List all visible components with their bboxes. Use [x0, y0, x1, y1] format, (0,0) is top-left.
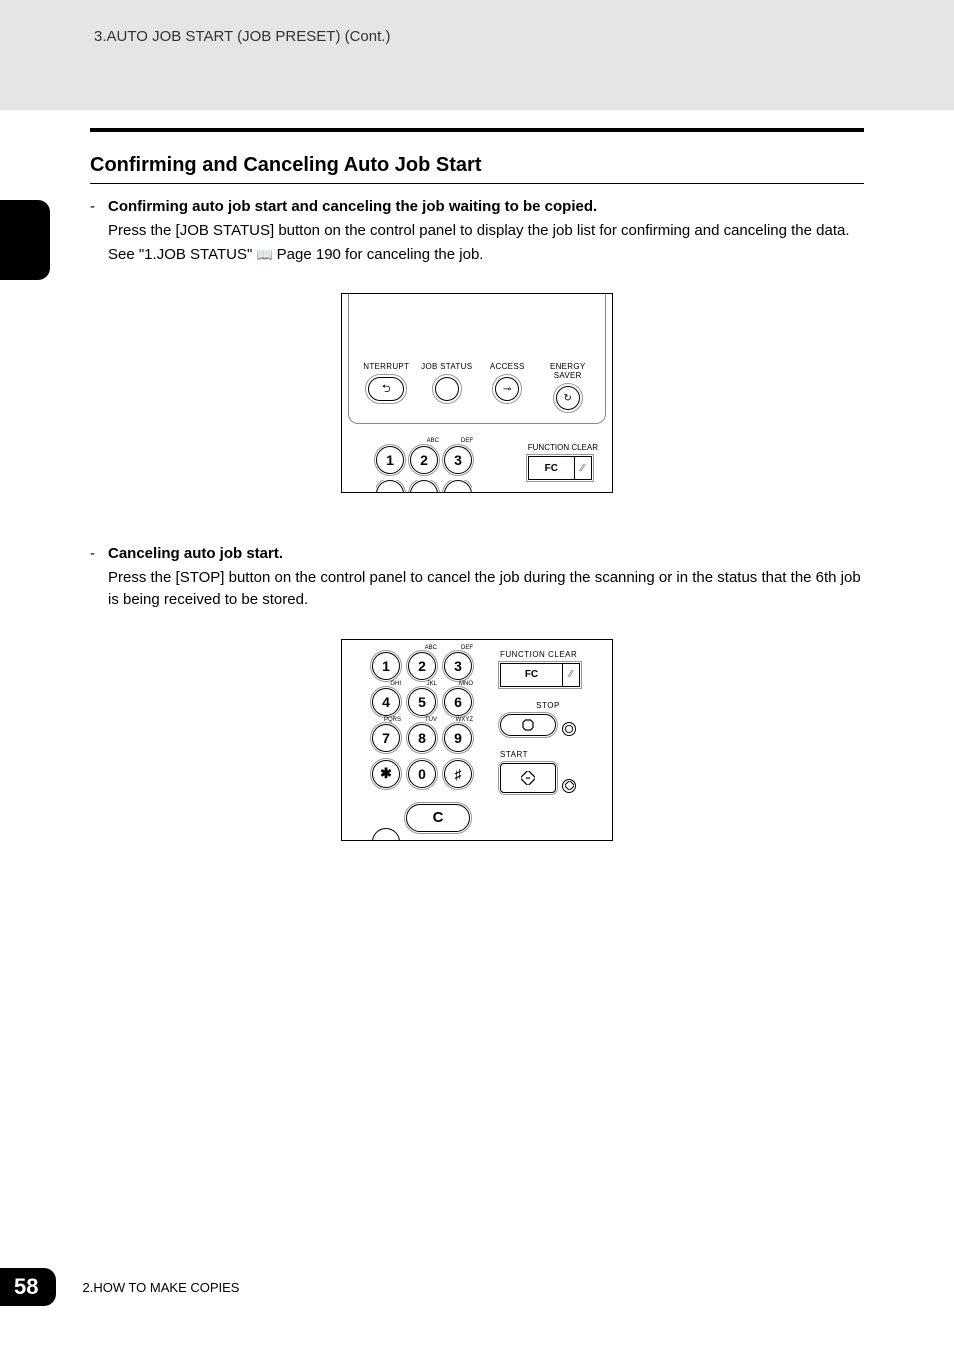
- fc-led-icon: ⁄⁄: [575, 463, 591, 474]
- fc2-led-icon: ⁄⁄: [563, 669, 579, 680]
- content: Confirming and Canceling Auto Job Start …: [0, 128, 954, 841]
- key-star: ✱: [372, 760, 400, 788]
- fc2-text: FC: [501, 664, 563, 686]
- stop-button: [500, 714, 556, 736]
- footer: 58 2.HOW TO MAKE COPIES: [0, 1268, 239, 1306]
- fc-label: FUNCTION CLEAR: [528, 443, 598, 452]
- key-5: JKL5: [408, 688, 436, 716]
- energy-label: ENERGYSAVER: [542, 362, 594, 380]
- bullet-1: - Confirming auto job start and cancelin…: [90, 196, 864, 218]
- key-5-half: JKL: [410, 480, 438, 492]
- fc2-block: FUNCTION CLEAR FC ⁄⁄: [500, 650, 596, 687]
- key-hash: ♯: [444, 760, 472, 788]
- header-band: 3.AUTO JOB START (JOB PRESET) (Cont.): [0, 0, 954, 110]
- key-2: ABC2: [408, 652, 436, 680]
- key-1: 1: [376, 446, 404, 474]
- interrupt-button: ⮌: [368, 377, 404, 401]
- key-6: MNO6: [444, 688, 472, 716]
- bullet-1-heading: Confirming auto job start and canceling …: [108, 196, 864, 218]
- access-label: ACCESS: [481, 362, 533, 371]
- key-4: GHI4: [372, 688, 400, 716]
- jobstatus-col: JOB STATUS: [421, 362, 473, 410]
- key-3: DEF3: [444, 446, 472, 474]
- energy-col: ENERGYSAVER ↻: [542, 362, 594, 410]
- figure1-top-row: NTERRUPT ⮌ JOB STATUS ACCESS ⊸ ENERGYSAV…: [342, 362, 612, 410]
- bullet-2: - Canceling auto job start.: [90, 543, 864, 565]
- figure2-panel: 1 ABC2 DEF3 GHI4 JKL5 MNO6 PQRS7 TUV8 WX…: [341, 639, 613, 841]
- key-c: C: [406, 804, 470, 832]
- jobstatus-button: [435, 377, 459, 401]
- figure1-wrap: NTERRUPT ⮌ JOB STATUS ACCESS ⊸ ENERGYSAV…: [90, 293, 864, 493]
- start-button: [500, 763, 556, 793]
- key-9: WXYZ9: [444, 724, 472, 752]
- key-3: DEF3: [444, 652, 472, 680]
- section-title: Confirming and Canceling Auto Job Start: [90, 154, 864, 184]
- key-2: ABC2: [410, 446, 438, 474]
- key-bottom-half: [372, 826, 400, 840]
- page-number: 58: [0, 1268, 56, 1306]
- interrupt-col: NTERRUPT ⮌: [360, 362, 412, 410]
- key-8: TUV8: [408, 724, 436, 752]
- book-icon: 📖: [256, 246, 272, 265]
- footer-chapter: 2.HOW TO MAKE COPIES: [82, 1280, 239, 1295]
- bullet-dash: -: [90, 543, 108, 565]
- stop-label: STOP: [500, 701, 596, 710]
- energy-button: ↻: [556, 386, 580, 410]
- figure1-panel: NTERRUPT ⮌ JOB STATUS ACCESS ⊸ ENERGYSAV…: [341, 293, 613, 493]
- interrupt-label: NTERRUPT: [360, 362, 412, 371]
- block1-line2: See "1.JOB STATUS" 📖 Page 190 for cancel…: [90, 244, 864, 266]
- start-label: START: [500, 750, 596, 759]
- fc2-button: FC ⁄⁄: [500, 663, 580, 687]
- key-6-half: MNO: [444, 480, 472, 492]
- rule-thick: [90, 128, 864, 132]
- jobstatus-label: JOB STATUS: [421, 362, 473, 371]
- fc-block: FUNCTION CLEAR FC ⁄⁄: [528, 443, 598, 480]
- start-led-icon: [562, 779, 576, 793]
- key-0: 0: [408, 760, 436, 788]
- stop-block: STOP: [500, 701, 596, 736]
- block1-line1: Press the [JOB STATUS] button on the con…: [90, 220, 864, 242]
- block1-line2b: Page 190 for canceling the job.: [277, 246, 484, 263]
- access-button: ⊸: [495, 377, 519, 401]
- bullet-dash: -: [90, 196, 108, 218]
- fc-button: FC ⁄⁄: [528, 456, 592, 480]
- key-1: 1: [372, 652, 400, 680]
- figure1-halfrow: GHI JKL MNO: [376, 480, 472, 492]
- fc2-label: FUNCTION CLEAR: [500, 650, 596, 659]
- figure2-wrap: 1 ABC2 DEF3 GHI4 JKL5 MNO6 PQRS7 TUV8 WX…: [90, 639, 864, 841]
- breadcrumb: 3.AUTO JOB START (JOB PRESET) (Cont.): [94, 28, 954, 45]
- key-7: PQRS7: [372, 724, 400, 752]
- fc-text: FC: [529, 457, 575, 479]
- access-col: ACCESS ⊸: [481, 362, 533, 410]
- start-block: START: [500, 750, 596, 793]
- key-4-half: GHI: [376, 480, 404, 492]
- stop-led-icon: [562, 722, 576, 736]
- figure2-keypad: 1 ABC2 DEF3 GHI4 JKL5 MNO6 PQRS7 TUV8 WX…: [372, 652, 474, 790]
- figure2-right-col: FUNCTION CLEAR FC ⁄⁄ STOP: [500, 650, 596, 797]
- block1-line2a: See "1.JOB STATUS": [108, 246, 252, 263]
- chapter-tab: [0, 200, 50, 280]
- block2-line1: Press the [STOP] button on the control p…: [90, 567, 864, 611]
- figure1-keypad: 1 ABC2 DEF3: [376, 446, 472, 474]
- bullet-2-heading: Canceling auto job start.: [108, 543, 864, 565]
